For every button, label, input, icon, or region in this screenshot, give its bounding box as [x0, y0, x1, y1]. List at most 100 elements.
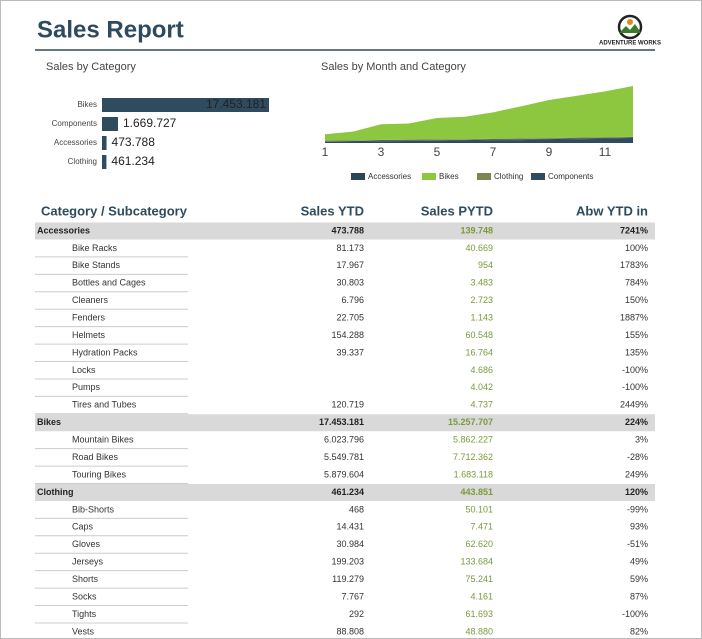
cell: 49% — [630, 557, 648, 567]
legend-swatch — [351, 173, 365, 180]
column-header: Category / Subcategory — [41, 203, 188, 218]
category-label: Bikes — [77, 100, 97, 109]
value-label: 461.234 — [111, 154, 155, 168]
cell: 1783% — [620, 260, 648, 270]
column-header: Sales PYTD — [421, 203, 493, 218]
cell: 14.431 — [336, 522, 364, 532]
cell: Touring Bikes — [72, 469, 127, 479]
value-label: 1.669.727 — [123, 116, 177, 130]
cell: 2449% — [620, 400, 648, 410]
cell: 60.548 — [465, 330, 493, 340]
cell: 59% — [630, 574, 648, 584]
group-cell: 15.257.707 — [448, 417, 493, 427]
x-tick-label: 5 — [434, 145, 441, 159]
category-label: Components — [52, 119, 97, 128]
cell: -100% — [622, 365, 648, 375]
cell: 199.203 — [331, 557, 364, 567]
cell: Locks — [72, 365, 96, 375]
group-row-bg — [35, 414, 655, 432]
bar — [102, 98, 269, 112]
cell: 88.808 — [336, 626, 364, 636]
area — [325, 137, 633, 142]
area — [325, 138, 633, 143]
cell: 16.764 — [465, 347, 493, 357]
group-cell: 139.748 — [460, 225, 493, 235]
group-cell: 224% — [625, 417, 648, 427]
cell: Tires and Tubes — [72, 400, 137, 410]
cell: Tights — [72, 609, 97, 619]
cell: 7.471 — [470, 522, 493, 532]
group-row-bg — [35, 483, 655, 501]
cell: 81.173 — [336, 243, 364, 253]
cell: 784% — [625, 278, 648, 288]
group-row-bg — [35, 222, 655, 240]
x-tick-label: 7 — [490, 145, 497, 159]
category-label: Accessories — [54, 138, 97, 147]
cell: Mountain Bikes — [72, 435, 134, 445]
cell: Hydration Packs — [72, 347, 138, 357]
bar — [102, 155, 107, 169]
cell: Gloves — [72, 539, 101, 549]
cell: 3.483 — [470, 278, 493, 288]
legend-label: Clothing — [494, 172, 523, 181]
cell: 150% — [625, 295, 648, 305]
cell: Pumps — [72, 382, 101, 392]
legend-swatch — [531, 173, 545, 180]
x-tick-label: 3 — [378, 145, 385, 159]
cell: -100% — [622, 609, 648, 619]
group-cell: 120% — [625, 487, 648, 497]
cell: 22.705 — [336, 313, 364, 323]
cell: 120.719 — [331, 400, 364, 410]
cell: 292 — [349, 609, 364, 619]
cell: Cleaners — [72, 295, 109, 305]
cell: 30.984 — [336, 539, 364, 549]
category-label: Clothing — [68, 157, 97, 166]
cell: 5.879.604 — [324, 469, 364, 479]
group-cell: 443.851 — [460, 487, 493, 497]
bar — [102, 117, 118, 131]
group-cell: Clothing — [37, 487, 74, 497]
cell: 4.042 — [470, 382, 493, 392]
column-header: Abw YTD in — [576, 203, 648, 218]
cell: 119.279 — [332, 574, 364, 584]
cell: 7.712.362 — [453, 452, 493, 462]
cell: Bike Stands — [72, 260, 121, 270]
value-label: 17.453.181 — [206, 97, 266, 111]
cell: 133.684 — [460, 557, 493, 567]
group-cell: 473.788 — [331, 225, 364, 235]
cell: 48.880 — [465, 626, 493, 636]
group-cell: 461.234 — [331, 487, 364, 497]
group-cell: Accessories — [37, 225, 90, 235]
cell: -99% — [627, 504, 648, 514]
cell: Jerseys — [72, 557, 104, 567]
group-cell: 7241% — [620, 225, 648, 235]
cell: 4.686 — [470, 365, 493, 375]
column-header: Sales YTD — [301, 203, 364, 218]
cell: Caps — [72, 522, 94, 532]
cell: 50.101 — [465, 504, 493, 514]
cell: 154.288 — [331, 330, 364, 340]
cell: 2.723 — [470, 295, 493, 305]
cell: 39.337 — [336, 347, 364, 357]
x-tick-label: 9 — [546, 145, 553, 159]
cell: Bike Racks — [72, 243, 118, 253]
legend-label: Components — [548, 172, 593, 181]
x-tick-label: 1 — [322, 145, 329, 159]
cell: 249% — [625, 469, 648, 479]
cell: 17.967 — [336, 260, 364, 270]
legend-label: Bikes — [439, 172, 459, 181]
cell: -51% — [627, 539, 648, 549]
cell: 100% — [625, 243, 648, 253]
cell: Fenders — [72, 313, 106, 323]
cell: 4.737 — [470, 400, 493, 410]
cell: Shorts — [72, 574, 99, 584]
cell: 7.767 — [341, 591, 364, 601]
cell: 954 — [478, 260, 493, 270]
cell: Socks — [72, 591, 97, 601]
cell: 4.161 — [470, 591, 493, 601]
cell: 40.669 — [465, 243, 493, 253]
cell: Helmets — [72, 330, 106, 340]
cell: 30.803 — [336, 278, 364, 288]
legend-swatch — [422, 173, 436, 180]
